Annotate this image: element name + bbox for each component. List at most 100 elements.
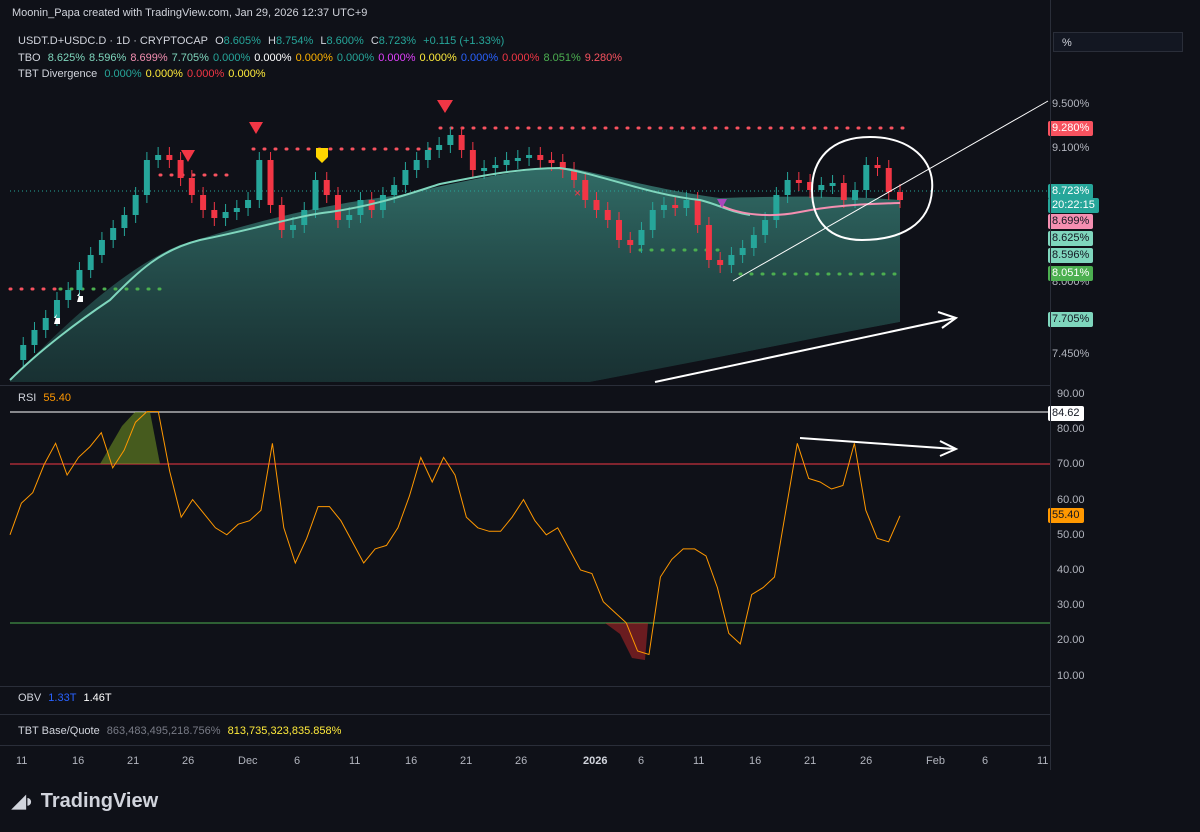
sell-marker (181, 150, 195, 162)
cross-marker: × (574, 186, 581, 200)
price-tag: 8.051% (1048, 266, 1094, 281)
candle (391, 185, 398, 195)
rsi-chart[interactable] (0, 386, 1050, 686)
tbt-divergence-legend[interactable]: TBT Divergence 0.000% 0.000% 0.000% 0.000% (18, 68, 274, 80)
candle (897, 192, 903, 200)
candle (481, 168, 488, 171)
rsi-axis-label: 70.00 (1057, 458, 1085, 471)
circle-annotation (810, 135, 934, 242)
time-axis-label: 16 (72, 755, 85, 767)
symbol-name[interactable]: USDT.D+USDC.D · 1D · CRYPTOCAP (18, 35, 208, 47)
time-axis-label: 6 (638, 755, 645, 767)
time-axis-label: 16 (405, 755, 418, 767)
legend-value: 8.051% (543, 52, 581, 64)
legend-value: 0.000% (254, 52, 292, 64)
candle (548, 160, 555, 163)
obv-label[interactable]: OBV (18, 692, 42, 704)
tbo-values: 8.625% 8.596% 8.699% 7.705% 0.000% 0.000% 0.00… (48, 52, 626, 64)
trend-line (732, 100, 1049, 282)
candle (42, 318, 49, 330)
price-tag: 8.625% (1048, 231, 1094, 246)
price-axis-label: 9.500% (1052, 98, 1090, 110)
tbt-base-quote-legend[interactable]: TBT Base/Quote 863,483,495,218.756% 813,… (18, 725, 345, 737)
legend-value: 0.000% (104, 68, 142, 80)
legend-value: 8.625% (47, 52, 85, 64)
rsi-axis-label: 40.00 (1057, 564, 1085, 576)
price-tag: 8.699% (1048, 214, 1094, 229)
symbol-legend[interactable]: USDT.D+USDC.D · 1D · CRYPTOCAP O8.605% H… (18, 35, 508, 47)
candle (65, 290, 72, 300)
tbt-divergence-values: 0.000% 0.000% 0.000% 0.000% (104, 68, 269, 80)
candle (98, 240, 105, 255)
candle (447, 135, 454, 145)
legend-value: 0.000% (419, 52, 457, 64)
candle (660, 205, 667, 210)
tbt-base-quote-label[interactable]: TBT Base/Quote (18, 725, 100, 737)
candle (638, 230, 645, 245)
candle (526, 155, 533, 158)
candle (177, 160, 184, 178)
time-axis-label: 11 (16, 755, 28, 767)
candle (852, 190, 859, 200)
tbt-base-quote-value-1: 863,483,495,218.756% (106, 725, 221, 737)
legend-value: 0.000% (336, 52, 375, 64)
candle (166, 155, 173, 160)
candle (773, 195, 780, 220)
legend-value: 0.000% (228, 68, 266, 80)
open-value: 8.605% (223, 35, 261, 47)
tradingview-brand[interactable]: ◢◗ TradingView (12, 790, 158, 813)
rsi-line (9, 411, 901, 656)
scale-mode-box[interactable]: % (1053, 32, 1183, 52)
brand-name: TradingView (40, 790, 159, 812)
obv-value-1: 1.33T (48, 692, 77, 704)
time-axis-label: 6 (982, 755, 989, 767)
rsi-axis-label: 80.00 (1057, 423, 1085, 436)
time-axis-label: Dec (238, 755, 258, 767)
candle (469, 150, 476, 170)
purple-marker (717, 199, 727, 208)
candle (604, 210, 611, 220)
candles (20, 127, 903, 368)
candle (492, 165, 499, 168)
candle (379, 195, 386, 210)
candle (683, 200, 690, 208)
rsi-label[interactable]: RSI (18, 392, 37, 404)
candle (784, 180, 791, 195)
candle (739, 248, 746, 255)
arrow-head (937, 311, 959, 329)
candle (672, 205, 679, 208)
price-tag: 7.705% (1048, 312, 1094, 327)
time-axis-label: 2026 (583, 755, 608, 767)
candle (750, 235, 757, 248)
candle (76, 270, 83, 290)
time-axis-label: 26 (860, 755, 873, 767)
candle (20, 345, 27, 360)
close-label: C (370, 35, 379, 47)
candle (840, 183, 847, 200)
sell-marker (249, 122, 263, 134)
rsi-axis-label: 60.00 (1057, 493, 1085, 506)
legend-value: 8.699% (130, 52, 168, 64)
tbt-divergence-label[interactable]: TBT Divergence (18, 68, 98, 80)
rsi-axis-label: 10.00 (1057, 669, 1085, 682)
candle (110, 228, 117, 240)
obv-legend[interactable]: OBV 1.33T 1.46T (18, 692, 116, 704)
candle (87, 255, 94, 270)
pane-divider (0, 385, 1050, 386)
candle (762, 220, 769, 235)
rsi-arrow-head (939, 440, 959, 457)
candle (402, 170, 409, 185)
time-axis-label: 16 (749, 755, 762, 767)
price-tag: 8.723% (1048, 184, 1094, 199)
candle (200, 195, 207, 210)
price-chart[interactable]: × (0, 0, 1050, 385)
legend-value: 0.000% (295, 52, 333, 64)
tbo-label[interactable]: TBO (18, 52, 41, 64)
time-axis-label: 26 (182, 755, 195, 767)
candle (121, 215, 128, 228)
candle (627, 240, 634, 245)
rsi-legend[interactable]: RSI 55.40 (18, 392, 75, 404)
candle (278, 205, 285, 230)
candle (874, 165, 881, 168)
tbo-legend[interactable]: TBO 8.625% 8.596% 8.699% 7.705% 0.000% 0.000%… (18, 52, 630, 64)
